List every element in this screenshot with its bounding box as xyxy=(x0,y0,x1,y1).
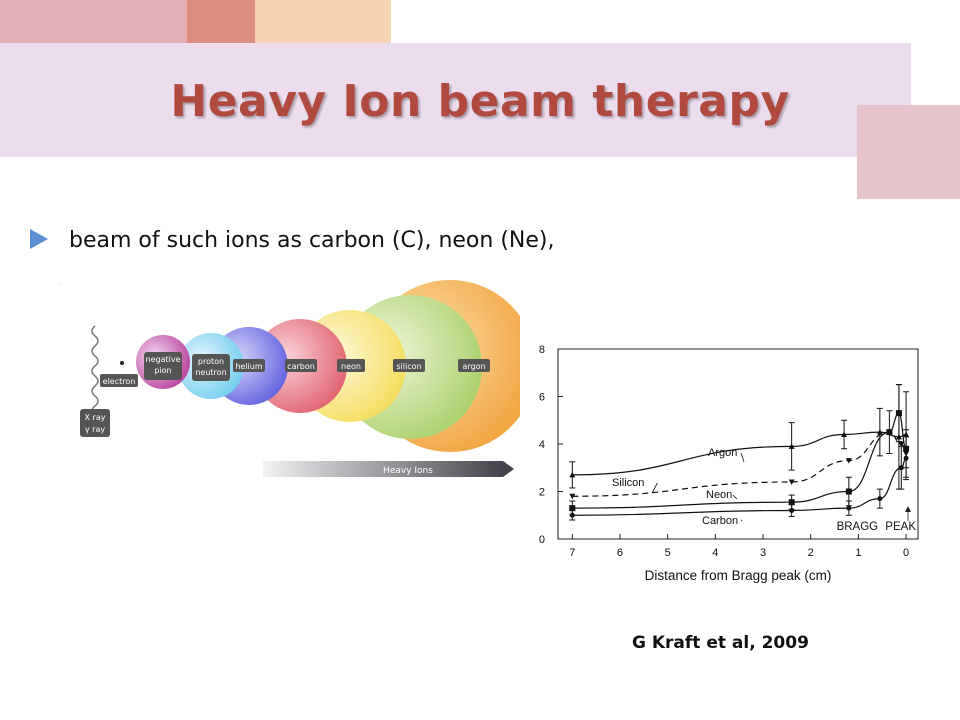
xray-label-box xyxy=(80,409,110,437)
x-axis-labels: 7 6 5 4 3 2 1 0 xyxy=(569,534,909,559)
silicon-point xyxy=(788,479,795,485)
x-tick-label: 6 xyxy=(617,547,623,559)
carbon-label-box xyxy=(285,359,317,372)
carbon-point xyxy=(789,508,795,513)
silicon-point xyxy=(845,458,852,464)
rbe-chart: 0 2 4 6 8 7 6 5 4 3 2 1 0 Argon Silicon Neon Carbon Di… xyxy=(539,344,919,583)
helium-label-box xyxy=(233,359,265,372)
silicon-label-pointer xyxy=(651,482,658,494)
series-layer: Argon Silicon Neon Carbon xyxy=(569,384,910,527)
x-tick-label: 7 xyxy=(569,547,575,559)
electron-label: electron xyxy=(103,377,136,386)
x-tick-label: 5 xyxy=(665,547,671,559)
y-tick-label: 2 xyxy=(539,487,545,499)
x-tick-label: 4 xyxy=(712,547,718,559)
silicon-point xyxy=(569,493,576,500)
silicon-label: silicon xyxy=(396,362,421,371)
y-axis-labels: 0 2 4 6 8 xyxy=(539,344,563,546)
proton-neutron-label: proton neutron xyxy=(195,357,227,377)
helium-label: helium xyxy=(235,362,263,371)
bullet-text: beam of such ions as carbon (C), neon (N… xyxy=(69,228,555,253)
neon-line xyxy=(572,412,907,509)
silicon-series-label: Silicon xyxy=(612,477,644,489)
electron-label-box xyxy=(100,374,138,387)
bragg-peak-arrow-head xyxy=(905,506,911,512)
neon-series-label: Neon xyxy=(706,489,732,501)
neon-point xyxy=(895,410,902,417)
carbon-label-pointer xyxy=(740,519,743,522)
heavy-ions-label: Heavy Ions xyxy=(383,466,433,476)
x-tick-label: 0 xyxy=(903,547,909,559)
pion-label: negative pion xyxy=(145,355,181,375)
argon-label-box xyxy=(458,359,490,372)
carbon-point xyxy=(903,455,909,461)
y-tick-label: 0 xyxy=(539,534,545,546)
carbon-point xyxy=(569,512,575,518)
neon-point xyxy=(845,488,852,495)
bragg-peak-label: BRAGG PEAK xyxy=(837,521,917,533)
neon-label-box xyxy=(337,359,365,372)
electron-dot xyxy=(120,361,124,365)
argon-label-pointer xyxy=(740,452,745,463)
pion-label-box xyxy=(144,352,182,380)
x-tick-label: 2 xyxy=(808,547,814,559)
deco-block-right xyxy=(857,105,960,199)
proton-label-box xyxy=(192,354,230,381)
carbon-series-label: Carbon xyxy=(702,515,738,527)
title-banner xyxy=(0,43,911,157)
x-axis-title: Distance from Bragg peak (cm) xyxy=(645,568,832,583)
neon-point xyxy=(788,499,795,506)
neon-point xyxy=(569,505,576,512)
heavy-ions-arrow xyxy=(263,461,514,477)
svg-text:.: . xyxy=(60,280,62,287)
silicon-label-box xyxy=(393,359,425,372)
carbon-point xyxy=(898,465,904,471)
argon-point xyxy=(841,431,848,437)
carbon-point xyxy=(846,505,852,511)
argon-point xyxy=(876,429,883,435)
y-tick-label: 8 xyxy=(539,344,545,356)
argon-point xyxy=(788,443,795,449)
carbon-point xyxy=(877,496,883,502)
ion-size-diagram: . electron negative pion proton neutron … xyxy=(60,280,520,477)
carbon-label: carbon xyxy=(287,362,315,371)
slide-title: Heavy Ion beam therapy xyxy=(170,76,790,127)
gamma-label: γ ray xyxy=(85,425,105,434)
argon-series-label: Argon xyxy=(708,447,737,459)
neon-point xyxy=(886,429,893,436)
x-tick-label: 1 xyxy=(855,547,861,559)
xray-label: X ray xyxy=(85,413,106,422)
argon-point xyxy=(569,471,576,478)
bullet-arrow-icon xyxy=(30,229,48,249)
y-tick-label: 4 xyxy=(539,439,545,451)
neon-label-pointer xyxy=(732,494,738,500)
silicon-point xyxy=(898,441,905,447)
credit-text: G Kraft et al, 2009 xyxy=(632,633,809,653)
argon-line xyxy=(572,431,907,476)
xray-wave xyxy=(91,325,99,417)
x-tick-label: 3 xyxy=(760,547,766,559)
argon-label: argon xyxy=(462,362,485,371)
y-tick-label: 6 xyxy=(539,392,545,404)
neon-label: neon xyxy=(341,362,361,371)
